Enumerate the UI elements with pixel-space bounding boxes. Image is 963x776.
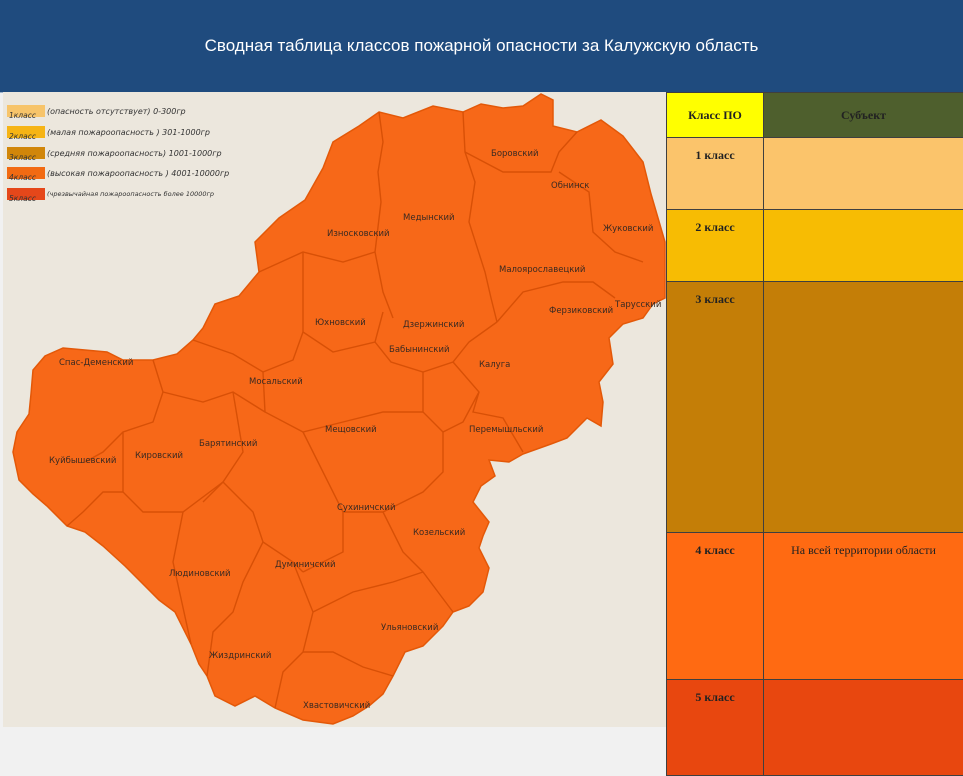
district-label: Куйбышевский	[49, 456, 116, 466]
district-label: Дзержинский	[403, 320, 464, 330]
district-label: Боровский	[491, 149, 539, 159]
map-panel: 1класс (опасность отсутствует) 0-300гр 2…	[3, 92, 666, 727]
district-label: Спас-Деменский	[59, 358, 133, 368]
legend-item-5: 5класс (чрезвычайная пожароопасность бол…	[7, 187, 214, 201]
district-label: Кировский	[135, 451, 183, 461]
district-label: Износковский	[327, 229, 390, 239]
district-label: Перемышльский	[469, 425, 543, 435]
legend-swatch-4: 4класс	[7, 167, 45, 179]
table-row: 3 класс	[667, 282, 963, 533]
district-label: Жиздринский	[209, 651, 271, 661]
class-cell: 3 класс	[667, 282, 764, 533]
header-class: Класс ПО	[667, 93, 764, 138]
district-label: Медынский	[403, 213, 455, 223]
district-label: Думиничский	[275, 560, 336, 570]
class-cell: 5 класс	[667, 680, 764, 776]
district-label: Сухиничский	[337, 503, 395, 513]
header-subject: Субъект	[764, 93, 963, 138]
district-label: Юхновский	[315, 318, 366, 328]
district-label: Мещовский	[325, 425, 377, 435]
district-label: Барятинский	[199, 439, 257, 449]
legend-swatch-2: 2класс	[7, 126, 45, 138]
subject-cell: На всей территории области	[764, 533, 963, 680]
page-title: Сводная таблица классов пожарной опаснос…	[0, 36, 963, 56]
district-label: Мосальский	[249, 377, 303, 387]
subject-cell	[764, 680, 963, 776]
class-cell: 2 класс	[667, 210, 764, 282]
district-label: Ферзиковский	[549, 306, 613, 316]
district-label: Жуковский	[603, 224, 653, 234]
district-label: Малоярославецкий	[499, 265, 585, 275]
district-label: Ульяновский	[381, 623, 438, 633]
table-row: 1 класс	[667, 138, 963, 210]
district-label: Обнинск	[551, 181, 589, 191]
district-label: Козельский	[413, 528, 465, 538]
district-label: Хвастовичский	[303, 701, 370, 711]
subject-cell	[764, 210, 963, 282]
district-label: Тарусский	[615, 300, 661, 310]
subject-cell	[764, 138, 963, 210]
class-cell: 4 класс	[667, 533, 764, 680]
district-label: Бабынинский	[389, 345, 450, 355]
subject-cell	[764, 282, 963, 533]
legend-item-1: 1класс (опасность отсутствует) 0-300гр	[7, 104, 186, 118]
legend-swatch-3: 3класс	[7, 147, 45, 159]
table-row: 5 класс	[667, 680, 963, 776]
table-row: 2 класс	[667, 210, 963, 282]
legend-swatch-5: 5класс	[7, 188, 45, 200]
fire-class-table: Класс ПО Субъект 1 класс 2 класс 3 класс…	[666, 92, 963, 776]
legend-item-3: 3класс (средняя пожароопасность) 1001-10…	[7, 146, 222, 160]
district-label: Калуга	[479, 360, 510, 370]
legend-item-4: 4класс (высокая пожароопасность ) 4001-1…	[7, 166, 229, 180]
title-bar: Сводная таблица классов пожарной опаснос…	[0, 0, 963, 93]
legend-item-2: 2класс (малая пожароопасность ) 301-1000…	[7, 125, 210, 139]
class-cell: 1 класс	[667, 138, 764, 210]
district-label: Людиновский	[169, 569, 231, 579]
legend-swatch-1: 1класс	[7, 105, 45, 117]
table-row: 4 класс На всей территории области	[667, 533, 963, 680]
